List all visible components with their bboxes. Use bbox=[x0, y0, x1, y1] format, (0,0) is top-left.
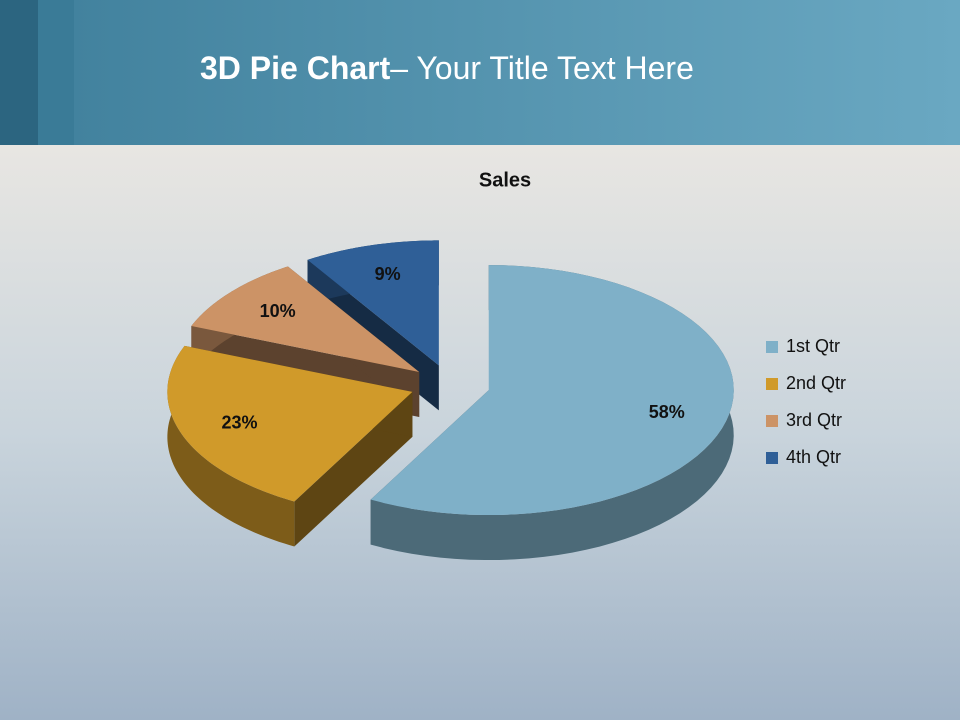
chart-title: Sales bbox=[479, 169, 531, 191]
legend-label: 2nd Qtr bbox=[786, 373, 846, 393]
slice bbox=[167, 345, 413, 547]
header-accent bbox=[0, 0, 38, 145]
legend-label: 4th Qtr bbox=[786, 447, 841, 467]
slice-side bbox=[370, 265, 734, 561]
header-accent bbox=[38, 0, 74, 145]
legend-swatch bbox=[766, 341, 778, 353]
slice-side bbox=[167, 345, 295, 547]
legend-swatch bbox=[766, 378, 778, 390]
title-rest: – Your Title Text Here bbox=[390, 50, 694, 86]
slice bbox=[370, 265, 734, 561]
legend-swatch bbox=[766, 415, 778, 427]
slice-top bbox=[191, 266, 420, 372]
slice-top bbox=[167, 345, 413, 502]
legend-label: 1st Qtr bbox=[786, 336, 840, 356]
slice-top bbox=[307, 240, 439, 366]
header-band bbox=[0, 0, 960, 145]
legend-swatch bbox=[766, 452, 778, 464]
slide-title: 3D Pie Chart– Your Title Text Here bbox=[200, 50, 694, 86]
title-bold: 3D Pie Chart bbox=[200, 50, 391, 86]
legend-label: 3rd Qtr bbox=[786, 410, 842, 430]
slice-top bbox=[370, 265, 734, 516]
data-label: 9% bbox=[375, 264, 401, 284]
data-label: 10% bbox=[260, 301, 296, 321]
data-label: 58% bbox=[649, 402, 685, 422]
data-label: 23% bbox=[221, 412, 257, 432]
